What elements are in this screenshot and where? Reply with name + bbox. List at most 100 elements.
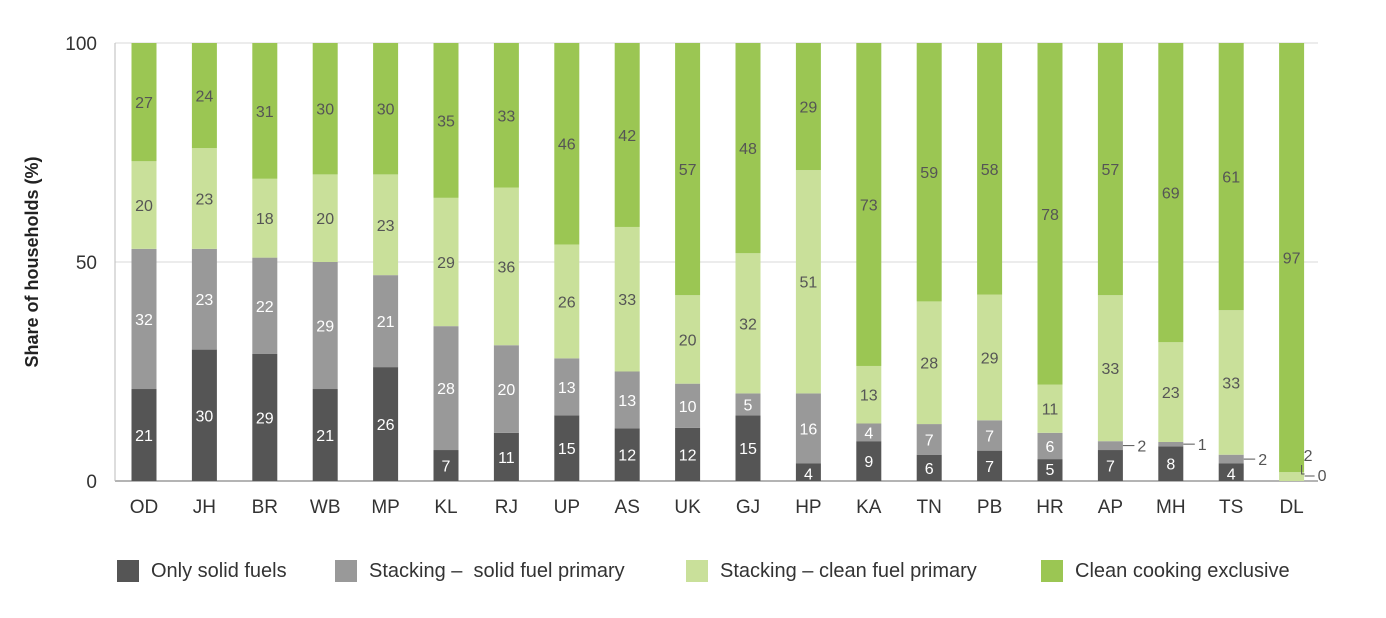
bar-dl-series-3: [1279, 43, 1305, 473]
legend-label-only-solid-fuels: Only solid fuels: [151, 559, 287, 582]
bar-tn-series-1: [916, 424, 942, 455]
x-tick-label-kl: KL: [434, 497, 457, 518]
bar-br-series-0: [252, 353, 278, 481]
bar-as-series-2: [614, 226, 640, 372]
bar-hr-series-2: [1037, 384, 1063, 433]
bar-ap-series-3: [1097, 43, 1123, 296]
data-label-rj-series-1: 20: [498, 382, 516, 399]
bar-ts-series-0: [1218, 463, 1244, 481]
data-label-up-series-1: 13: [558, 380, 576, 397]
data-label-ap-series-1: 2: [1137, 439, 1146, 456]
bar-hp-series-1: [795, 393, 821, 464]
data-label-tn-series-0: 6: [925, 461, 934, 478]
data-label-ap-series-3: 57: [1102, 162, 1120, 179]
bar-br-series-3: [252, 43, 278, 179]
data-label-br-series-2: 18: [256, 211, 274, 228]
bar-wb-series-2: [312, 174, 338, 262]
y-tick-label-50: 50: [76, 253, 97, 274]
data-label-ts-series-1: 2: [1258, 452, 1267, 469]
data-label-ts-series-0: 4: [1227, 466, 1236, 483]
legend-swatch-only-solid-fuels: [117, 560, 139, 582]
legend-swatch-clean-cooking-exclusive: [1041, 560, 1063, 582]
x-tick-label-od: OD: [130, 497, 159, 518]
legend-label-stacking-solid-primary: Stacking – solid fuel primary: [369, 559, 625, 582]
data-label-od-series-1: 32: [135, 312, 153, 329]
bar-mh-series-1: [1158, 441, 1184, 447]
x-tick-label-as: AS: [615, 497, 640, 518]
x-tick-label-br: BR: [252, 497, 278, 518]
y-tick-label-100: 100: [65, 34, 97, 55]
x-tick-label-rj: RJ: [495, 497, 518, 518]
bar-rj-series-2: [493, 187, 519, 346]
data-label-wb-series-0: 21: [316, 428, 334, 445]
legend-item-stacking-clean-primary: Stacking – clean fuel primary: [686, 556, 977, 586]
bar-br-series-2: [252, 178, 278, 258]
x-axis-ticks: OD JH BR WB MP KL RJ UP AS UK GJ HP KA TN PB HR AP MH TS DL: [130, 497, 1304, 518]
bar-ka-series-0: [856, 441, 882, 481]
data-label-dl-series-3: 97: [1283, 251, 1301, 268]
data-label-pb-series-1: 7: [985, 428, 994, 445]
x-tick-label-ap: AP: [1098, 497, 1123, 518]
data-label-pb-series-2: 29: [981, 350, 999, 367]
data-label-wb-series-3: 30: [316, 102, 334, 119]
data-label-wb-series-2: 20: [316, 211, 334, 228]
bar-rj-series-1: [493, 345, 519, 433]
x-tick-label-wb: WB: [310, 497, 341, 518]
y-axis-ticks: 0 50 100: [65, 34, 97, 493]
x-tick-label-tn: TN: [917, 497, 942, 518]
x-tick-label-mp: MP: [371, 497, 400, 518]
bar-hr-series-1: [1037, 432, 1063, 460]
data-label-jh-series-3: 24: [196, 89, 214, 106]
bar-ap-series-1: [1097, 441, 1123, 451]
bars: [131, 43, 1305, 481]
bar-dl-series-2: [1279, 472, 1305, 481]
data-label-mp-series-3: 30: [377, 102, 395, 119]
data-label-as-series-2: 33: [618, 292, 636, 309]
data-label-rj-series-3: 33: [498, 108, 516, 125]
bar-od-series-1: [131, 248, 157, 390]
bar-mh-series-0: [1158, 446, 1184, 481]
data-label-as-series-3: 42: [618, 128, 636, 145]
data-label-dl-series-0: 0: [1318, 468, 1327, 485]
data-label-wb-series-1: 29: [316, 319, 334, 336]
bar-tn-series-2: [916, 301, 942, 425]
x-tick-label-ts: TS: [1219, 497, 1243, 518]
data-label-ka-series-3: 73: [860, 197, 878, 214]
bar-up-series-2: [554, 244, 580, 359]
legend-label-stacking-clean-primary: Stacking – clean fuel primary: [720, 559, 977, 582]
bar-pb-series-2: [977, 294, 1003, 421]
bar-hp-series-2: [795, 170, 821, 394]
bar-gj-series-3: [735, 43, 761, 254]
bar-as-series-3: [614, 43, 640, 227]
data-label-gj-series-1: 5: [744, 397, 753, 414]
data-label-od-series-3: 27: [135, 95, 153, 112]
bar-gj-series-2: [735, 253, 761, 394]
bar-jh-series-3: [191, 43, 217, 149]
bar-mp-series-0: [373, 367, 399, 481]
data-label-gj-series-2: 32: [739, 316, 757, 333]
bar-ka-series-1: [856, 423, 882, 442]
data-label-jh-series-0: 30: [196, 408, 214, 425]
bar-wb-series-1: [312, 262, 338, 390]
data-label-br-series-3: 31: [256, 104, 274, 121]
bar-kl-series-0: [433, 450, 459, 481]
data-label-uk-series-0: 12: [679, 447, 697, 464]
x-tick-label-gj: GJ: [736, 497, 760, 518]
bar-ka-series-3: [856, 43, 882, 366]
bar-kl-series-3: [433, 43, 459, 198]
x-tick-label-jh: JH: [193, 497, 216, 518]
data-label-rj-series-2: 36: [498, 259, 516, 276]
data-label-mh-series-1: 1: [1198, 437, 1207, 454]
data-label-br-series-0: 29: [256, 410, 274, 427]
bar-ts-series-1: [1218, 454, 1244, 464]
data-label-mh-series-2: 23: [1162, 385, 1180, 402]
bar-mh-series-3: [1158, 43, 1184, 343]
bar-gj-series-0: [735, 415, 761, 481]
data-label-as-series-1: 13: [618, 393, 636, 410]
data-label-ka-series-0: 9: [864, 454, 873, 471]
y-tick-label-0: 0: [86, 472, 97, 493]
bar-kl-series-2: [433, 197, 459, 327]
data-label-tn-series-2: 28: [920, 356, 938, 373]
bar-pb-series-1: [977, 420, 1003, 451]
data-label-mp-series-1: 21: [377, 314, 395, 331]
